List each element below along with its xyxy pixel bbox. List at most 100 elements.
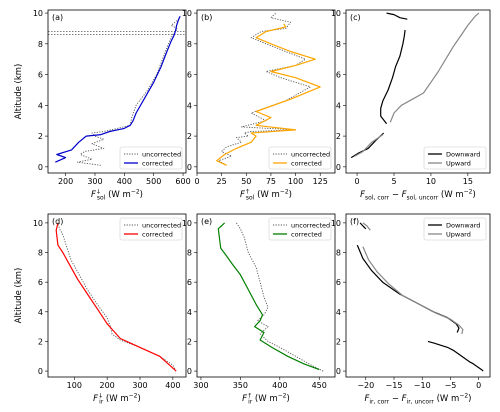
y-tick-label: 2 bbox=[38, 132, 43, 141]
x-tick-label: 25 bbox=[217, 177, 227, 186]
series-corrected bbox=[55, 15, 181, 163]
x-tick-label: 0 bbox=[476, 381, 481, 390]
x-tick-label: 200 bbox=[58, 177, 73, 186]
y-tick-label: 0 bbox=[187, 367, 192, 376]
x-tick-label: 0 bbox=[355, 177, 360, 186]
panel-label: (c) bbox=[350, 13, 361, 22]
y-tick-label: 2 bbox=[187, 132, 192, 141]
x-tick-label: 5 bbox=[391, 177, 396, 186]
y-tick-label: 0 bbox=[38, 367, 43, 376]
x-tick-label: −15 bbox=[386, 381, 403, 390]
x-tick-label: 125 bbox=[313, 177, 328, 186]
x-tick-label: 500 bbox=[146, 177, 161, 186]
y-tick-label: 10 bbox=[331, 9, 341, 18]
legend-entry: Upward bbox=[446, 159, 471, 167]
x-tick-label: 350 bbox=[233, 381, 248, 390]
x-tick-label: 400 bbox=[117, 177, 132, 186]
panel-a: 200 300 400 500 600 0 2 4 6 8 10 (a) Altitude (km) F↓… bbox=[14, 9, 191, 201]
series-downward-top bbox=[359, 222, 367, 230]
legend-entry: corrected bbox=[291, 159, 322, 167]
x-tick-label: 50 bbox=[241, 177, 251, 186]
panel-label: (a) bbox=[52, 13, 63, 22]
y-tick-label: 4 bbox=[187, 101, 192, 110]
x-tick-label: 300 bbox=[132, 381, 147, 390]
panel-f: −20 −15 −10 −5 0 0 2 4 6 8 10 (f) Fir, corr − Fir, u… bbox=[331, 213, 491, 406]
y-axis-label: Altitude (km) bbox=[14, 268, 24, 324]
series-downward bbox=[356, 244, 460, 333]
x-axis-label: Fsol, corr − Fsol, uncorr (W m−2) bbox=[360, 189, 476, 202]
series-uncorrected bbox=[236, 222, 324, 372]
x-tick-label: 100 bbox=[67, 381, 82, 390]
x-tick-label: 400 bbox=[165, 381, 180, 390]
axes-frame bbox=[196, 9, 336, 174]
y-tick-label: 6 bbox=[336, 71, 341, 80]
y-tick-label: 8 bbox=[336, 249, 341, 258]
axes-frame bbox=[196, 213, 336, 378]
panel-label: (b) bbox=[201, 13, 212, 22]
panel-e: 300 350 400 450 0 2 4 6 8 10 (e) F↑ ir (W m−2) uncorr… bbox=[182, 213, 336, 406]
x-tick-label: −5 bbox=[445, 381, 457, 390]
y-tick-label: 6 bbox=[38, 71, 43, 80]
series-corrected bbox=[216, 23, 321, 166]
x-tick-label: 75 bbox=[266, 177, 276, 186]
panel-label: (e) bbox=[201, 217, 212, 226]
series-uncorrected bbox=[218, 12, 311, 166]
y-tick-label: 6 bbox=[187, 71, 192, 80]
x-tick-label: 300 bbox=[193, 381, 208, 390]
x-tick-label: −10 bbox=[414, 381, 431, 390]
legend-entry: Downward bbox=[446, 150, 480, 158]
axes-frame bbox=[47, 213, 187, 378]
panel-d: 100 200 300 400 0 2 4 6 8 10 (d) Altitude (km) F↓ ir … bbox=[14, 213, 187, 406]
y-tick-label: 2 bbox=[336, 132, 341, 141]
y-tick-label: 6 bbox=[336, 278, 341, 287]
legend-entry: corrected bbox=[142, 230, 173, 238]
y-tick-label: 0 bbox=[336, 367, 341, 376]
y-tick-label: 8 bbox=[38, 249, 43, 258]
y-tick-label: 8 bbox=[336, 40, 341, 49]
series-corrected bbox=[55, 222, 177, 372]
y-tick-label: 4 bbox=[187, 308, 192, 317]
x-tick-label: 600 bbox=[175, 177, 190, 186]
series-uncorrected bbox=[57, 222, 177, 372]
y-tick-label: 10 bbox=[33, 9, 43, 18]
x-tick-label: −20 bbox=[357, 381, 374, 390]
y-tick-label: 4 bbox=[38, 101, 43, 110]
x-tick-label: 0 bbox=[194, 177, 199, 186]
series-downward bbox=[380, 29, 406, 125]
panel-label: (f) bbox=[350, 217, 359, 226]
x-axis-label: F↓ ir (W m−2) bbox=[93, 393, 141, 406]
series-uncorrected bbox=[76, 16, 181, 166]
x-tick-label: 400 bbox=[272, 381, 287, 390]
legend-entry: uncorrected bbox=[142, 221, 181, 229]
panel-label: (d) bbox=[52, 217, 63, 226]
y-tick-label: 6 bbox=[38, 278, 43, 287]
series-upward bbox=[362, 246, 464, 335]
x-tick-label: 200 bbox=[100, 381, 115, 390]
y-tick-label: 0 bbox=[187, 163, 192, 172]
y-axis-label: Altitude (km) bbox=[14, 64, 24, 120]
legend-entry: uncorrected bbox=[142, 150, 181, 158]
panel-b: 0 25 50 75 100 125 0 2 4 6 8 10 (b) F↑ sol (W m−2) unco… bbox=[182, 9, 336, 202]
y-tick-label: 2 bbox=[38, 337, 43, 346]
y-tick-label: 4 bbox=[336, 308, 341, 317]
axes-frame bbox=[345, 213, 491, 378]
series-corrected bbox=[217, 222, 320, 371]
series-upward bbox=[389, 12, 480, 123]
y-tick-label: 4 bbox=[336, 101, 341, 110]
series-upward-top bbox=[362, 222, 371, 231]
x-tick-label: 300 bbox=[87, 177, 102, 186]
legend-entry: Downward bbox=[446, 221, 480, 229]
x-axis-label: F↑ sol (W m−2) bbox=[240, 189, 292, 202]
axes-frame bbox=[47, 9, 187, 174]
x-tick-label: 100 bbox=[288, 177, 303, 186]
y-tick-label: 8 bbox=[187, 40, 192, 49]
legend-entry: corrected bbox=[142, 159, 173, 167]
x-axis-label: F↓ sol (W m−2) bbox=[91, 189, 143, 202]
legend-entry: corrected bbox=[291, 230, 322, 238]
y-tick-label: 2 bbox=[336, 337, 341, 346]
